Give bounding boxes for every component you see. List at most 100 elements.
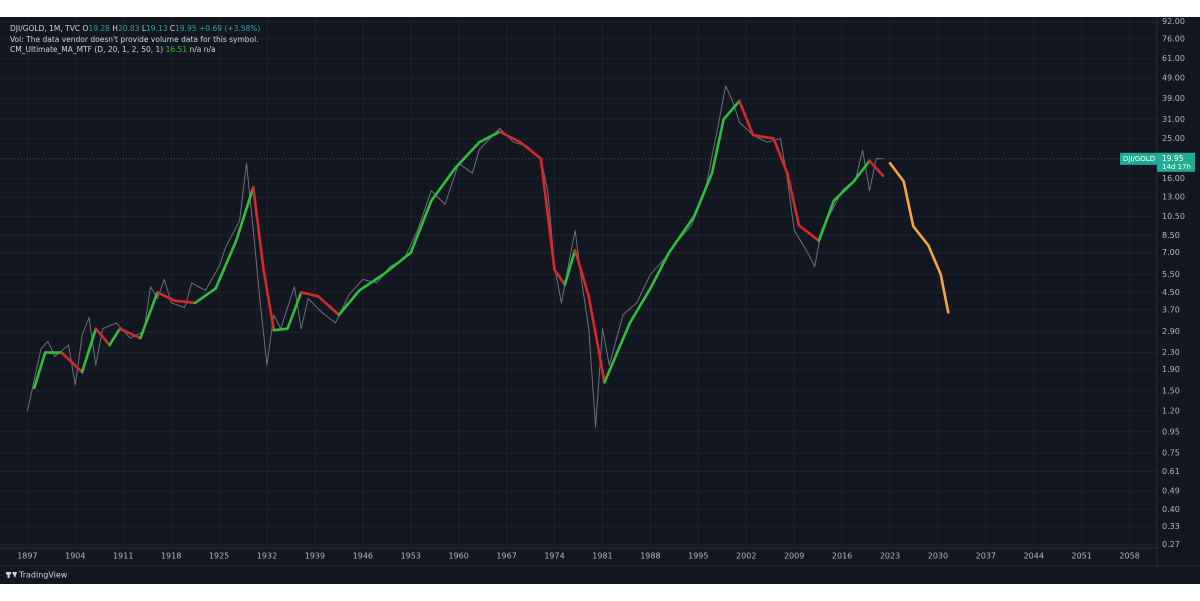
ma-segment [832,180,856,203]
ma-segment [573,248,591,298]
ma-segment [539,157,556,271]
ma-segment [252,186,265,271]
y-tick-label: 76.00 [1162,34,1185,43]
x-tick-label: 2016 [832,552,852,561]
y-tick-label: 0.49 [1162,487,1180,496]
ma-segment [286,291,303,330]
y-tick-label: 39.00 [1162,94,1185,103]
y-tick-label: 4.50 [1162,288,1180,297]
indicator-values: 16.51 n/a n/a [166,45,216,54]
y-tick-label: 7.00 [1162,248,1180,257]
x-tick-label: 1904 [65,552,85,561]
volume-note: Vol: The data vendor doesn't provide vol… [10,34,259,44]
indicator: CM_Ultimate_MA_MTF (D, 20, 1, 2, 50, 1) [10,45,164,54]
x-tick-label: 2023 [880,552,900,561]
y-tick-label: 1.50 [1162,386,1180,395]
symbol: DJI/GOLD, 1M, TVC [10,24,81,33]
ma-segment [553,268,567,287]
change: +0.69 (+3.58%) [199,24,261,33]
y-tick-label: 25.00 [1162,134,1185,143]
ohlc-key: C [169,24,176,33]
ma-segment [214,239,238,290]
y-tick-label: 49.00 [1162,74,1185,83]
price-line [26,85,884,428]
x-tick-label: 1967 [496,552,516,561]
y-tick-label: 5.50 [1162,270,1180,279]
ma-segment [272,327,289,332]
projection-line [888,161,950,314]
ma-segment [409,199,433,255]
ma-segment [519,140,543,160]
ma-segment [786,171,801,227]
ohlc: O19.28 H20.83 L19.13 C19.95 [83,24,199,33]
ma-segment [817,199,836,243]
y-tick-label: 0.95 [1162,427,1180,436]
ma-segment [667,215,696,255]
badge-countdown: 14d 17h [1162,163,1191,171]
badge-price: 19.95 [1162,154,1184,163]
x-tick-label: 2037 [976,552,996,561]
ma-segment [430,166,457,203]
brand: TradingView [18,571,68,580]
y-tick-label: 61.00 [1162,54,1185,63]
y-tick-label: 1.90 [1162,365,1180,374]
ma-segment [234,186,255,243]
y-tick-label: 92.00 [1162,17,1185,26]
ma-segment [156,291,176,302]
y-tick-label: 2.90 [1162,327,1180,336]
ma-segment [193,287,217,305]
ma-segment [173,299,197,305]
x-tick-label: 1918 [161,552,181,561]
x-tick-label: 1939 [305,552,325,561]
ma-segment [477,130,502,144]
ohlc-value: 19.13 [146,24,168,33]
x-tick-label: 1946 [353,552,373,561]
ma-segment [628,287,652,325]
x-tick-label: 2058 [1119,552,1139,561]
x-tick-label: 1988 [640,552,660,561]
ma-segment [587,295,606,384]
ma-segment [337,289,361,317]
badge-symbol: DJI/GOLD [1123,155,1155,163]
ma-segment [80,327,98,374]
x-tick-label: 1925 [209,552,229,561]
x-tick-label: 1932 [257,552,277,561]
indicator-row: CM_Ultimate_MA_MTF (D, 20, 1, 2, 50, 1) … [10,45,260,56]
ohlc-key: O [82,24,89,33]
ma-segment [868,159,885,178]
x-tick-label: 1995 [688,552,708,561]
price-badge [1157,152,1195,172]
ma-segment [139,291,159,340]
ma-segment [60,351,84,374]
x-tick-label: 2051 [1072,552,1092,561]
ma-segment [358,273,385,292]
indicator-value: n/a [203,45,216,54]
x-tick-label: 1981 [592,552,612,561]
legend-header: DJI/GOLD, 1M, TVC O19.28 H20.83 L19.13 C… [10,24,260,56]
ma-segment [772,137,789,175]
symbol-row: DJI/GOLD, 1M, TVC O19.28 H20.83 L19.13 C… [10,24,260,35]
y-tick-label: 31.00 [1162,115,1185,124]
ohlc-key: L [141,24,146,33]
x-tick-label: 1953 [401,552,421,561]
y-tick-label: 10.50 [1162,212,1185,221]
indicator-value: n/a [189,45,202,54]
ma-segment [382,251,413,276]
x-tick-label: 2044 [1024,552,1044,561]
ma-segment [299,291,320,298]
price-badge [1120,152,1157,165]
ma-segment [692,171,714,218]
ma-segment [94,327,111,347]
ma-segment [710,117,725,175]
y-tick-label: 0.33 [1162,522,1180,531]
y-tick-label: 16.00 [1162,174,1185,183]
ma-segment [649,251,671,290]
x-tick-label: 1897 [17,552,37,561]
ma-segment [852,159,871,183]
ma-segment [498,130,522,144]
ma-segment [797,224,821,243]
ohlc-value: 20.83 [117,24,140,33]
y-tick-label: 2.30 [1162,348,1180,357]
x-tick-label: 2030 [928,552,948,561]
